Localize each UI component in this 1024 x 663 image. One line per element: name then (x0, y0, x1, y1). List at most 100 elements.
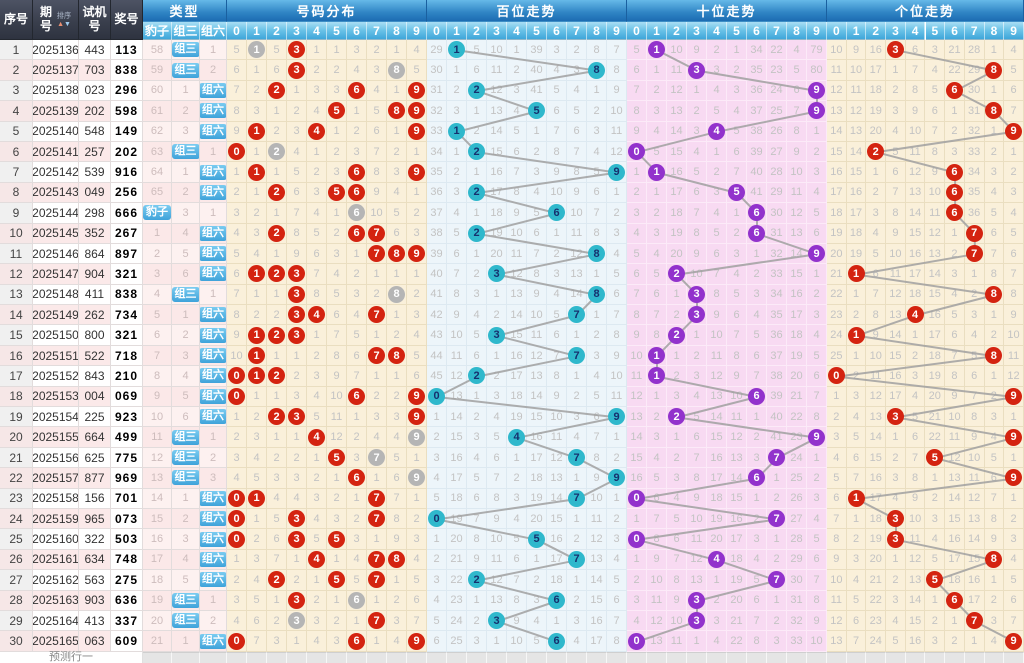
type-miss: 59 (150, 64, 164, 77)
type-miss: 61 (150, 104, 164, 117)
trend-cell: 2 (527, 570, 547, 591)
trend-circle: 6 (945, 591, 963, 609)
trend-cell: 5 (925, 447, 946, 469)
trend-circle: 7 (965, 612, 983, 630)
sort-widget[interactable]: 排序 ▲▼ (56, 11, 72, 28)
miss-count: 1 (990, 43, 997, 56)
miss-count: 2 (912, 349, 919, 362)
distribution-cell: 3 (287, 386, 307, 408)
distribution-cell: 1 (347, 243, 367, 265)
trend-cell: 7 (707, 264, 727, 285)
distribution-cell: 2 (267, 264, 287, 285)
footer-cell (827, 652, 847, 663)
trend-cell: 6 (964, 366, 985, 387)
miss-count: 12 (928, 227, 941, 240)
miss-count: 13 (490, 594, 503, 607)
sort-desc-icon[interactable]: ▼ (64, 20, 71, 28)
miss-count: 4 (413, 43, 420, 56)
trend-cell: 5 (647, 141, 667, 163)
trend-cell: 30 (964, 80, 985, 102)
trend-cell: 20 (827, 243, 847, 265)
miss-count: 6 (753, 349, 760, 362)
trend-circle: 4 (508, 428, 525, 446)
trend-cell: 2 (767, 610, 787, 632)
trend-cell: 4 (807, 182, 827, 204)
miss-count: 1 (653, 390, 660, 403)
miss-count: 2 (333, 227, 340, 240)
trend-cell: 6 (547, 101, 567, 122)
distribution-cell: 6 (347, 223, 367, 244)
miss-count: 3 (852, 553, 860, 566)
trend-cell: 4 (905, 386, 926, 408)
trend-cell: 1 (447, 121, 467, 142)
distribution-cell: 9 (327, 366, 347, 387)
miss-count: 2 (333, 492, 340, 505)
trend-cell: 17 (447, 468, 467, 489)
miss-count: 3 (333, 84, 340, 97)
trend-cell: 2 (925, 610, 946, 632)
miss-count: 17 (530, 451, 543, 464)
trend-cell: 1 (487, 284, 507, 306)
distribution-cell: 2 (307, 590, 327, 611)
distribution-cell: 4 (307, 203, 327, 224)
miss-count: 79 (810, 43, 823, 56)
distribution-cell: 1 (327, 121, 347, 142)
trend-cell: 2 (467, 182, 487, 204)
trend-cell: 8 (647, 529, 667, 550)
trend-cell: 6 (667, 529, 687, 550)
serial-cell: 11 (0, 243, 33, 265)
distribution-cell: 2 (267, 325, 287, 346)
miss-count: 10 (810, 635, 823, 648)
distribution-cell: 7 (387, 488, 407, 509)
single-digit-circle: 9 (408, 81, 425, 99)
distribution-cell: 4 (307, 101, 327, 122)
miss-count: 1 (1010, 410, 1017, 423)
sort-asc-icon[interactable]: ▲ (57, 20, 64, 28)
miss-count: 1 (473, 390, 480, 403)
miss-count: 12 (968, 492, 981, 505)
trend-cell: 1 (447, 141, 467, 163)
distribution-cell: 3 (407, 305, 427, 326)
type-miss: 3 (182, 349, 189, 362)
miss-count: 20 (928, 390, 941, 403)
trend-cell: 3 (447, 182, 467, 204)
trend-cell: 3 (687, 60, 707, 81)
col-header-period[interactable]: 期号 排序 ▲▼ (33, 0, 79, 40)
trend-circle: 3 (886, 530, 904, 548)
miss-count: 9 (493, 512, 500, 525)
trend-cell: 5 (886, 141, 906, 163)
miss-count: 5 (912, 410, 919, 423)
miss-count: 3 (653, 431, 660, 444)
trend-cell: 5 (807, 203, 827, 224)
miss-count: 3 (593, 349, 600, 362)
trend-cell: 2 (687, 101, 707, 122)
trend-cell: 10 (787, 162, 807, 183)
miss-count: 6 (990, 471, 997, 484)
miss-count: 16 (968, 573, 981, 586)
miss-count: 20 (790, 369, 803, 382)
trend-cell: 9 (507, 610, 527, 632)
miss-count: 7 (1010, 104, 1017, 117)
distribution-cell: 3 (347, 447, 367, 469)
trend-cell: 11 (647, 590, 667, 611)
trend-circle: 9 (608, 163, 625, 181)
trend-cell: 12 (727, 427, 747, 448)
trend-cell: 6 (467, 60, 487, 81)
trend-cell: 18 (905, 284, 926, 306)
miss-count: 1 (373, 635, 380, 648)
trend-cell: 1 (647, 60, 667, 81)
miss-count: 2 (773, 553, 780, 566)
footer-cell (567, 652, 587, 663)
miss-count: 3 (653, 104, 660, 117)
trend-cell: 11 (886, 264, 906, 285)
distribution-cell: 5 (307, 407, 327, 428)
distribution-cell: 1 (307, 325, 327, 346)
distribution-cell: 1 (327, 203, 347, 224)
footer-cell (367, 652, 387, 663)
type-cell: 65 (143, 182, 172, 204)
distribution-cell: 1 (287, 549, 307, 571)
miss-count: 3 (713, 186, 720, 199)
single-digit-circle: 7 (368, 245, 385, 263)
trend-cell: 3 (807, 488, 827, 509)
miss-count: 1 (613, 492, 620, 505)
